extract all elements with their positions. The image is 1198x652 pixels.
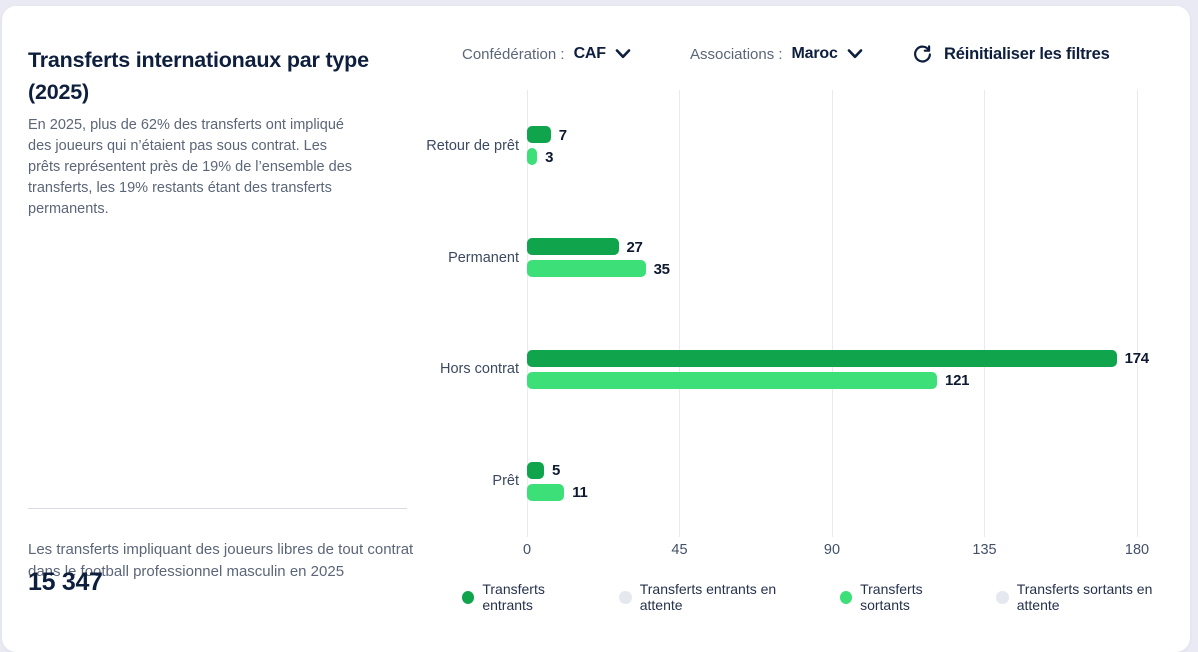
page-title: Transferts internationaux par type (2025… (28, 48, 369, 105)
chart-legend: Transferts entrants Transferts entrants e… (462, 581, 1190, 613)
legend-item[interactable]: Transferts sortants (839, 581, 971, 613)
chevron-down-icon (847, 49, 863, 59)
summary-total: 15 347 (28, 568, 103, 596)
legend-label: Transferts entrants en attente (639, 581, 777, 613)
legend-item[interactable]: Transferts sortants en attente (996, 581, 1190, 613)
legend-item[interactable]: Transferts entrants (462, 581, 593, 613)
legend-dot-icon (462, 590, 475, 604)
chart-description: En 2025, plus de 62% des transferts ont … (28, 116, 353, 217)
associations-dropdown[interactable]: Associations : Maroc (690, 42, 863, 66)
legend-label: Transferts sortants (860, 581, 923, 613)
confederation-label: Confédération : (462, 45, 565, 63)
summary-caption: Les transferts impliquant des joueurs li… (28, 541, 414, 580)
legend-item[interactable]: Transferts entrants en attente (619, 581, 813, 613)
divider (28, 508, 407, 509)
confederation-value: CAF (573, 45, 606, 62)
associations-value: Maroc (791, 45, 838, 62)
legend-dot-icon (839, 590, 853, 604)
associations-label: Associations : (690, 45, 783, 63)
legend-dot-icon (996, 590, 1009, 604)
confederation-dropdown[interactable]: Confédération : CAF (462, 42, 631, 66)
legend-dot-icon (619, 590, 632, 604)
refresh-icon (912, 44, 933, 65)
legend-label: Transferts entrants (482, 581, 545, 613)
dashboard-card (2, 6, 1190, 652)
chevron-down-icon (615, 49, 631, 59)
reset-filters-label: Réinitialiser les filtres (944, 44, 1110, 63)
legend-label: Transferts sortants en attente (1016, 581, 1153, 613)
reset-filters-button[interactable]: Réinitialiser les filtres (912, 41, 1110, 67)
